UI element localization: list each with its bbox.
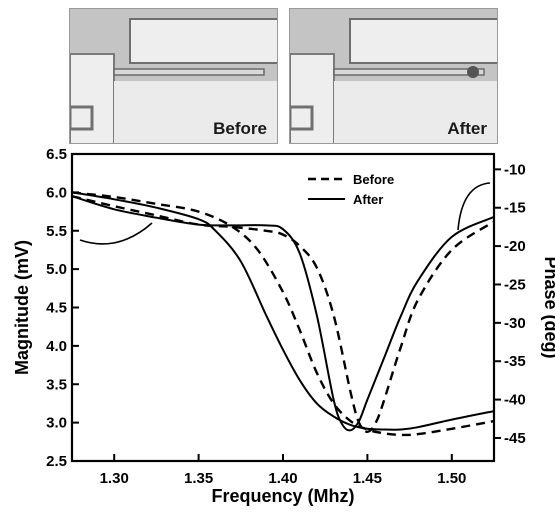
after-image-label: After — [447, 119, 487, 138]
plot-frame — [70, 152, 496, 463]
x-tick-label: 1.40 — [268, 470, 297, 487]
micrograph-after-image — [290, 9, 497, 143]
y-axis-left-title: Magnitude (mV) — [12, 240, 32, 375]
y-right-tick-label: -20 — [504, 238, 526, 255]
y-right-tick-label: -15 — [504, 200, 526, 217]
series-before-magnitude — [71, 195, 495, 434]
legend: Before After — [308, 172, 394, 207]
y-right-tick-label: -45 — [504, 430, 526, 447]
series-after-magnitude — [71, 195, 495, 432]
resonance-chart: 1.30 1.35 1.40 1.45 1.50 2.5 3.0 3.5 4.0 4.5 5.0 5.… — [12, 146, 555, 506]
y-right-tick-label: -10 — [504, 161, 526, 178]
before-image-label: Before — [213, 119, 267, 138]
magnitude-axis-pointer — [79, 222, 153, 245]
micrograph-before-image — [70, 9, 277, 143]
y-left-tick-label: 5.0 — [46, 261, 67, 278]
phase-axis-pointer — [457, 182, 491, 231]
y-right-tick-label: -30 — [504, 315, 526, 332]
y-left-tick-label: 3.5 — [46, 376, 67, 393]
y-left-tick-label: 4.0 — [46, 338, 67, 355]
x-tick-label: 1.35 — [184, 470, 213, 487]
tick-label-layer: 1.30 1.35 1.40 1.45 1.50 2.5 3.0 3.5 4.0 4.5 5.0 5.… — [46, 146, 526, 487]
y-right-tick-label: -40 — [504, 392, 526, 409]
x-axis-title: Frequency (Mhz) — [211, 486, 354, 506]
legend-label-before: Before — [353, 172, 394, 187]
y-right-tick-label: -35 — [504, 353, 526, 370]
y-left-tick-label: 3.0 — [46, 415, 67, 432]
series-before-phase — [71, 191, 495, 437]
x-tick-label: 1.45 — [353, 470, 382, 487]
micrograph-before: Before — [69, 8, 278, 144]
y-left-tick-label: 6.5 — [46, 146, 67, 163]
x-tick-label: 1.50 — [437, 470, 466, 487]
y-left-tick-label: 4.5 — [46, 300, 67, 317]
series-after-phase — [71, 191, 495, 431]
series-layer — [71, 191, 495, 437]
y-right-tick-label: -25 — [504, 276, 526, 293]
x-tick-label: 1.30 — [100, 470, 129, 487]
y-left-tick-label: 2.5 — [46, 453, 67, 470]
axis-pointer-arrows — [79, 182, 491, 245]
y-axis-right-title: Phase (deg) — [541, 256, 555, 358]
y-left-tick-label: 5.5 — [46, 223, 67, 240]
y-left-tick-label: 6.0 — [46, 184, 67, 201]
legend-label-after: After — [353, 192, 383, 207]
micrograph-after: After — [289, 8, 498, 144]
